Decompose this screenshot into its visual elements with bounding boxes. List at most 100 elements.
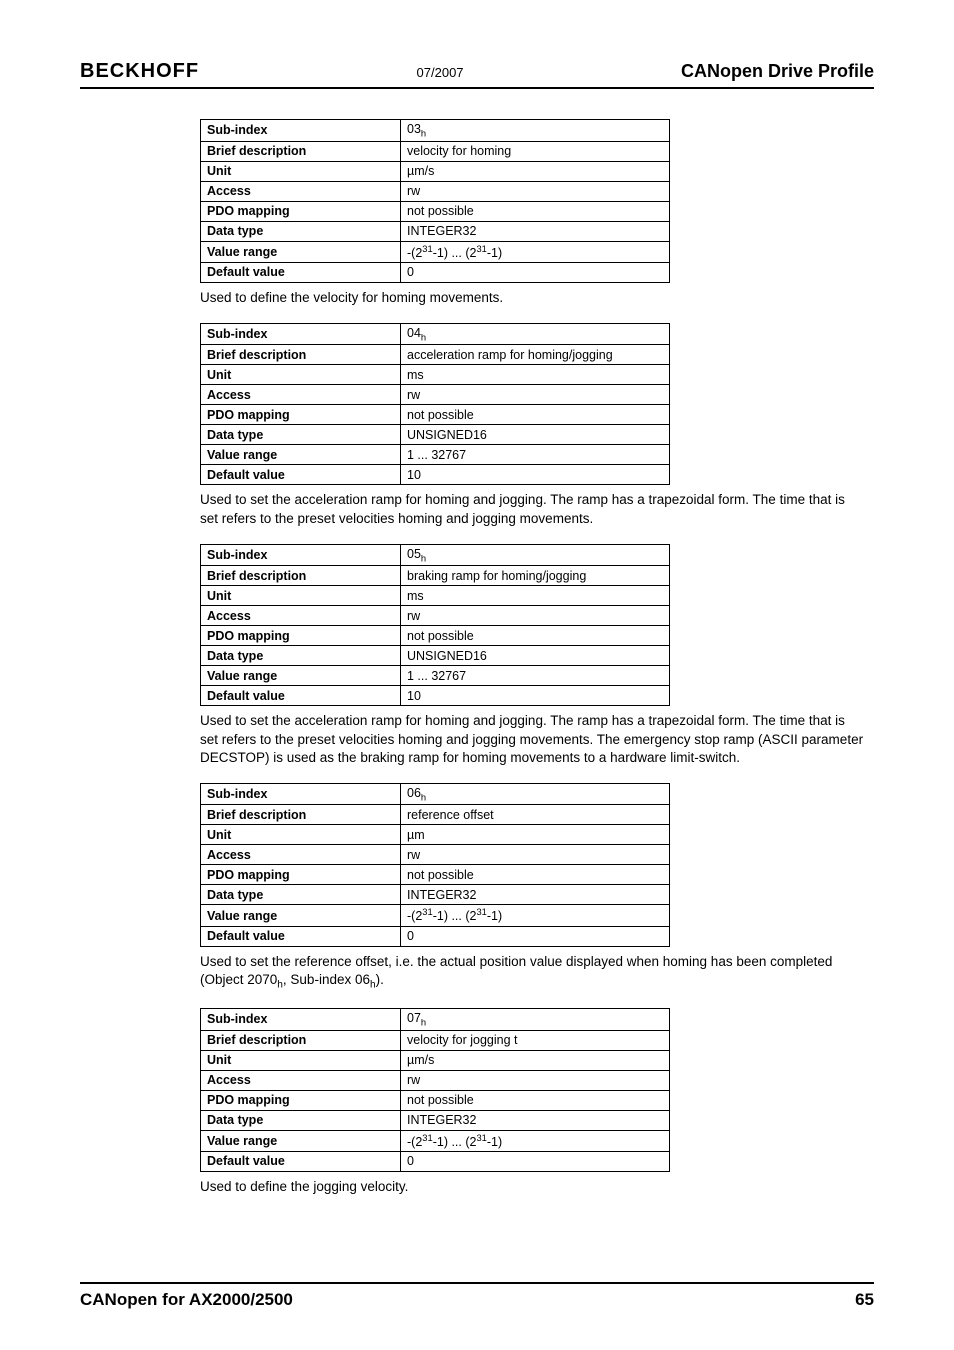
row-label: Data type: [201, 885, 401, 905]
table-row: Default value0: [201, 262, 670, 282]
row-value: INTEGER32: [401, 221, 670, 241]
table-row: Sub-index07h: [201, 1009, 670, 1031]
table-row: Accessrw: [201, 1070, 670, 1090]
row-value: rw: [401, 385, 670, 405]
table-row: Brief descriptionreference offset: [201, 805, 670, 825]
table-row: Unitms: [201, 586, 670, 606]
parameter-table: Sub-index07hBrief descriptionvelocity fo…: [200, 1008, 670, 1172]
table-row: Brief descriptionvelocity for jogging t: [201, 1030, 670, 1050]
row-label: Sub-index: [201, 120, 401, 142]
table-row: Default value10: [201, 686, 670, 706]
table-row: Unitµm: [201, 825, 670, 845]
table-row: Value range1 ... 32767: [201, 445, 670, 465]
row-label: Data type: [201, 1110, 401, 1130]
table-row: PDO mappingnot possible: [201, 865, 670, 885]
table-row: Accessrw: [201, 181, 670, 201]
row-value: 03h: [401, 120, 670, 142]
row-value: velocity for jogging t: [401, 1030, 670, 1050]
row-label: PDO mapping: [201, 1090, 401, 1110]
row-label: Unit: [201, 1050, 401, 1070]
row-label: Data type: [201, 646, 401, 666]
row-value: not possible: [401, 626, 670, 646]
row-value: -(231-1) ... (231-1): [401, 1130, 670, 1151]
row-value: 05h: [401, 544, 670, 566]
row-value: braking ramp for homing/jogging: [401, 566, 670, 586]
table-row: PDO mappingnot possible: [201, 626, 670, 646]
row-value: rw: [401, 845, 670, 865]
table-row: Accessrw: [201, 845, 670, 865]
row-value: not possible: [401, 1090, 670, 1110]
row-value: 04h: [401, 323, 670, 345]
row-value: not possible: [401, 865, 670, 885]
table-row: Data typeINTEGER32: [201, 1110, 670, 1130]
row-value: 0: [401, 1151, 670, 1171]
page-header: BECKHOFF 07/2007 CANopen Drive Profile: [80, 60, 874, 89]
row-value: 06h: [401, 783, 670, 805]
header-title: CANopen Drive Profile: [681, 61, 874, 82]
row-label: Unit: [201, 825, 401, 845]
table-row: Brief descriptionbraking ramp for homing…: [201, 566, 670, 586]
footer-title: CANopen for AX2000/2500: [80, 1290, 293, 1310]
table-row: Default value0: [201, 926, 670, 946]
table-row: Data typeUNSIGNED16: [201, 646, 670, 666]
row-label: Sub-index: [201, 323, 401, 345]
row-label: Access: [201, 181, 401, 201]
row-value: rw: [401, 181, 670, 201]
row-label: Unit: [201, 365, 401, 385]
table-row: Sub-index04h: [201, 323, 670, 345]
header-date: 07/2007: [417, 65, 464, 80]
parameter-table: Sub-index03hBrief descriptionvelocity fo…: [200, 119, 670, 283]
row-label: Default value: [201, 465, 401, 485]
row-value: INTEGER32: [401, 885, 670, 905]
table-row: Value range1 ... 32767: [201, 666, 670, 686]
table-row: Sub-index06h: [201, 783, 670, 805]
row-value: not possible: [401, 405, 670, 425]
row-value: 1 ... 32767: [401, 666, 670, 686]
footer-page-number: 65: [855, 1290, 874, 1310]
row-label: Brief description: [201, 141, 401, 161]
row-value: rw: [401, 1070, 670, 1090]
row-label: PDO mapping: [201, 865, 401, 885]
row-value: UNSIGNED16: [401, 425, 670, 445]
row-label: Default value: [201, 262, 401, 282]
row-label: Access: [201, 385, 401, 405]
row-value: 07h: [401, 1009, 670, 1031]
table-description: Used to set the reference offset, i.e. t…: [200, 953, 864, 993]
table-row: Default value0: [201, 1151, 670, 1171]
row-label: Unit: [201, 161, 401, 181]
row-value: UNSIGNED16: [401, 646, 670, 666]
parameter-table: Sub-index05hBrief descriptionbraking ram…: [200, 544, 670, 707]
table-description: Used to set the acceleration ramp for ho…: [200, 491, 864, 527]
table-row: PDO mappingnot possible: [201, 405, 670, 425]
row-label: Value range: [201, 1130, 401, 1151]
row-value: 0: [401, 262, 670, 282]
row-label: Value range: [201, 241, 401, 262]
row-label: Brief description: [201, 1030, 401, 1050]
table-row: Default value10: [201, 465, 670, 485]
row-value: -(231-1) ... (231-1): [401, 241, 670, 262]
table-row: Data typeINTEGER32: [201, 885, 670, 905]
row-label: Unit: [201, 586, 401, 606]
row-label: PDO mapping: [201, 201, 401, 221]
row-label: Brief description: [201, 345, 401, 365]
row-value: velocity for homing: [401, 141, 670, 161]
parameter-table: Sub-index04hBrief descriptionacceleratio…: [200, 323, 670, 486]
page-footer: CANopen for AX2000/2500 65: [80, 1282, 874, 1310]
table-row: Unitµm/s: [201, 1050, 670, 1070]
table-row: Value range-(231-1) ... (231-1): [201, 905, 670, 926]
brand-logo: BECKHOFF: [80, 60, 199, 83]
table-description: Used to define the velocity for homing m…: [200, 289, 864, 307]
row-value: µm/s: [401, 161, 670, 181]
table-row: Brief descriptionvelocity for homing: [201, 141, 670, 161]
row-value: ms: [401, 586, 670, 606]
table-row: Sub-index05h: [201, 544, 670, 566]
table-row: Brief descriptionacceleration ramp for h…: [201, 345, 670, 365]
row-value: acceleration ramp for homing/jogging: [401, 345, 670, 365]
row-value: 10: [401, 465, 670, 485]
table-row: Data typeINTEGER32: [201, 221, 670, 241]
row-value: reference offset: [401, 805, 670, 825]
table-row: Unitms: [201, 365, 670, 385]
table-description: Used to set the acceleration ramp for ho…: [200, 712, 864, 767]
table-row: PDO mappingnot possible: [201, 1090, 670, 1110]
table-row: Unitµm/s: [201, 161, 670, 181]
